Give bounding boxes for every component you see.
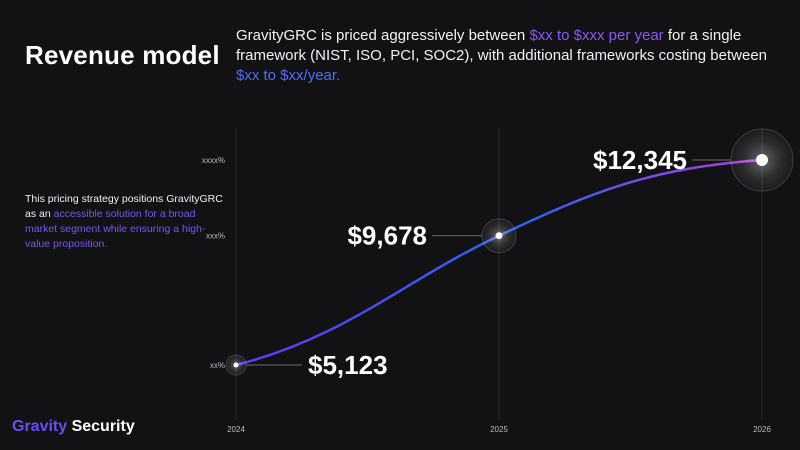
brand-gravity: Gravity bbox=[12, 418, 68, 435]
slide-title: Revenue model bbox=[25, 40, 220, 70]
value-label-2024: $5,123 bbox=[308, 350, 388, 380]
value-label-2025: $9,678 bbox=[347, 221, 427, 251]
data-points: $5,123 $9,678 $12,345 bbox=[225, 128, 794, 380]
headline-price-range: $xx to $xxx per year bbox=[529, 27, 664, 44]
y-tick-label: xx% bbox=[210, 361, 225, 370]
headline-text-2: for a single framework (NIST, ISO, PCI, … bbox=[236, 27, 768, 64]
headline: GravityGRC is priced aggressively betwee… bbox=[236, 26, 776, 86]
value-label-2026: $12,345 bbox=[593, 145, 687, 175]
side-text-plain: This pricing strategy positions GravityG… bbox=[25, 193, 223, 220]
headline-text-1: GravityGRC is priced aggressively betwee… bbox=[236, 27, 530, 44]
x-tick-2024: 2024 bbox=[227, 425, 245, 434]
data-point-2024 bbox=[233, 362, 239, 368]
y-tick-label: xxx% bbox=[206, 232, 225, 241]
data-point-2025 bbox=[495, 232, 503, 240]
side-description: This pricing strategy positions GravityG… bbox=[25, 192, 225, 252]
y-tick-labels: xx% xxx% xxxx% bbox=[202, 156, 225, 370]
side-text-highlight: accessible solution for a broad market s… bbox=[25, 208, 206, 250]
x-tick-2026: 2026 bbox=[753, 425, 771, 434]
brand-logo: Gravity Security bbox=[12, 418, 135, 436]
x-tick-2025: 2025 bbox=[490, 425, 508, 434]
headline-additional-price: $xx to $xx/year. bbox=[236, 67, 341, 84]
data-point-2026 bbox=[756, 154, 768, 166]
y-tick-label: xxxx% bbox=[202, 156, 225, 165]
x-tick-labels: 2024 2025 2026 bbox=[227, 425, 771, 434]
brand-security: Security bbox=[67, 418, 135, 435]
